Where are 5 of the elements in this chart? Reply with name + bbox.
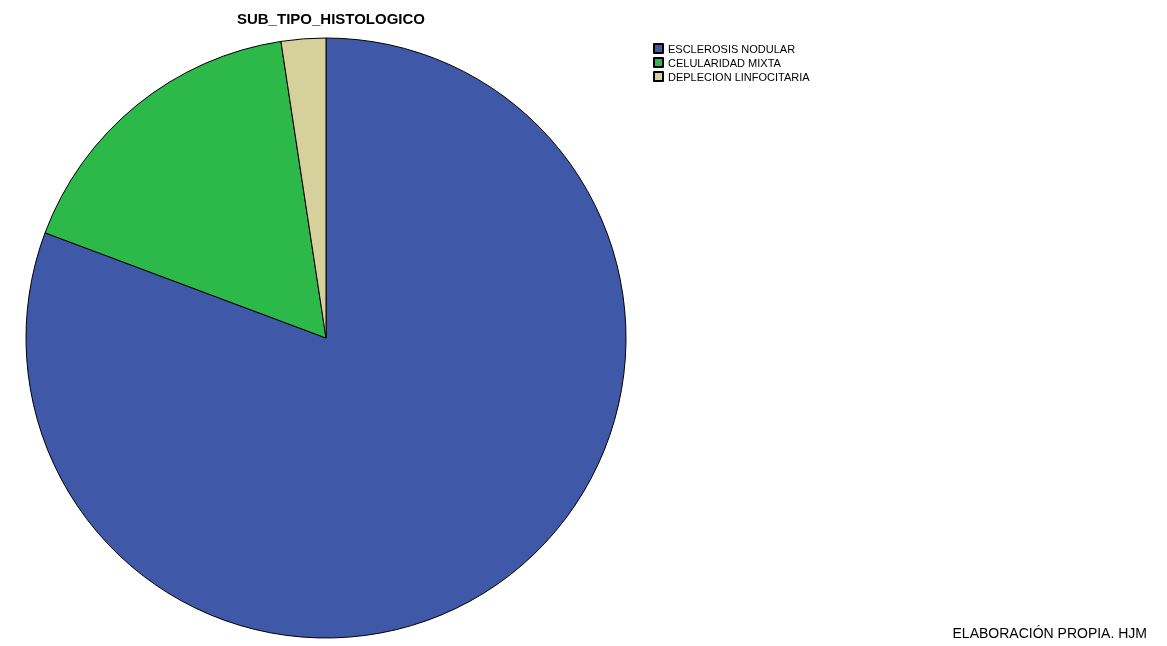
legend-label: ESCLEROSIS NODULAR	[668, 42, 796, 55]
chart-title: SUB_TIPO_HISTOLOGICO	[236, 10, 426, 27]
legend-label: CELULARIDAD MIXTA	[668, 56, 782, 69]
legend-label: DEPLECION LINFOCITARIA	[668, 70, 811, 83]
text: ELABORACIÓN PROPIA. HJM	[952, 625, 1147, 641]
